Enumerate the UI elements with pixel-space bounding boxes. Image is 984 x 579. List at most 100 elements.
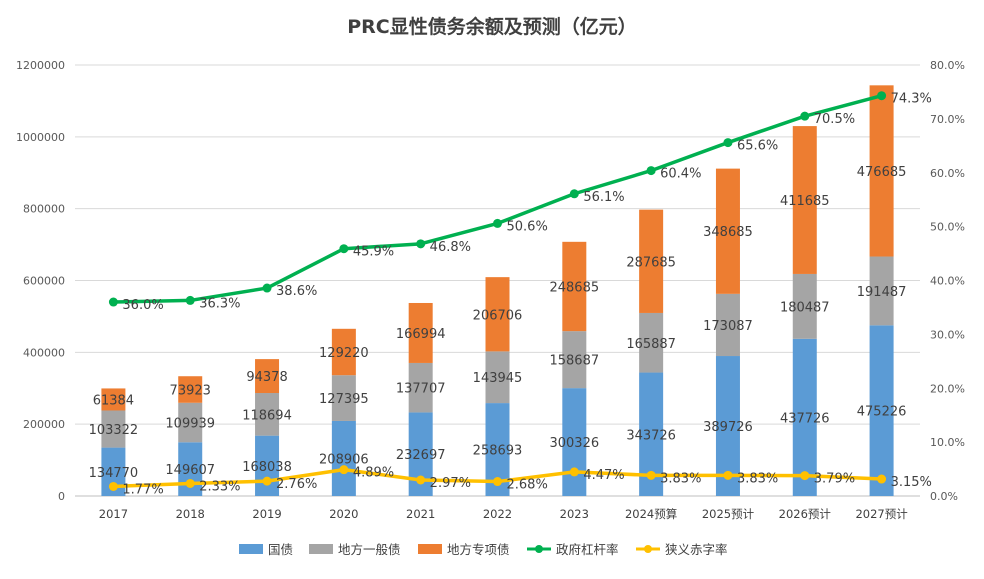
y-axis-left: 0 200000 400000 600000 800000 1000000 1200000 <box>16 59 65 503</box>
line-data-label: 50.6% <box>507 219 548 234</box>
bar-data-label: 118694 <box>242 408 292 423</box>
legend-marker <box>644 545 652 553</box>
bar-data-labels: 134770 103322 61384 149607 109939 73923 168038… <box>89 165 907 481</box>
bar-data-label: 137707 <box>396 382 446 397</box>
x-tick-label: 2022 <box>483 507 512 521</box>
line-point <box>646 166 656 176</box>
bar-data-label: 103322 <box>89 423 139 438</box>
line-point <box>569 189 579 199</box>
bar-data-label: 208906 <box>319 452 369 467</box>
line-data-label: 4.47% <box>583 468 624 483</box>
line-data-label: 74.3% <box>891 92 932 107</box>
y-left-tick-label: 600000 <box>23 275 65 288</box>
legend-marker <box>535 545 543 553</box>
y-right-tick-label: 80.0% <box>930 59 965 72</box>
line-data-label: 1.77% <box>122 482 163 497</box>
x-tick-label: 2017 <box>99 507 128 521</box>
line-data-label: 3.15% <box>891 475 932 490</box>
line-data-label: 36.0% <box>122 298 163 313</box>
line-data-label: 46.8% <box>430 240 471 255</box>
bar-segment <box>331 328 356 376</box>
line-point <box>493 477 502 487</box>
bar-segment <box>485 277 510 352</box>
bar-segment <box>101 388 126 411</box>
y-left-tick-label: 800000 <box>23 203 65 216</box>
line-data-label: 2.68% <box>507 478 548 493</box>
legend: 国债 地方一般债 地方专项债 政府杠杆率 狭义赤字率 <box>239 542 728 557</box>
line-data-label: 3.83% <box>660 471 701 486</box>
y-axis-right: 0.0% 10.0% 20.0% 30.0% 40.0% 50.0% 60.0% 70.0% 8… <box>930 59 965 503</box>
line-data-label: 3.79% <box>814 472 855 487</box>
line-point <box>262 476 272 486</box>
x-tick-label: 2027预计 <box>855 507 908 521</box>
bar-data-label: 300326 <box>549 436 599 451</box>
y-left-tick-label: 1200000 <box>16 59 65 72</box>
bar-data-label: 248685 <box>549 280 599 295</box>
bar-data-label: 287685 <box>626 255 676 270</box>
line-data-label: 2.76% <box>276 477 317 492</box>
y-right-tick-label: 40.0% <box>930 275 965 288</box>
bar-data-label: 180487 <box>780 300 830 315</box>
bar-data-label: 191487 <box>857 285 907 300</box>
bar-data-label: 158687 <box>549 354 599 369</box>
bar-segment <box>792 273 817 339</box>
bar-segment <box>485 351 510 404</box>
line-point <box>877 91 887 101</box>
legend-label: 狭义赤字率 <box>665 542 728 557</box>
line-data-label: 4.89% <box>353 466 394 481</box>
line-data-label: 65.6% <box>737 139 778 154</box>
bar-segment <box>792 338 817 496</box>
line-point <box>800 471 810 481</box>
bar-data-label: 475226 <box>857 405 907 420</box>
line-data-label: 2.33% <box>199 479 240 494</box>
y-left-tick-label: 200000 <box>23 418 65 431</box>
bar-data-label: 143945 <box>473 371 523 386</box>
line-point <box>569 467 579 477</box>
line-point <box>339 465 349 475</box>
bar-data-label: 411685 <box>780 194 830 209</box>
legend-swatch <box>239 544 263 554</box>
bar-segment <box>792 126 817 274</box>
bar-data-label: 476685 <box>857 165 907 180</box>
bar-data-label: 134770 <box>89 466 139 481</box>
bar-segment <box>715 293 740 357</box>
y-right-tick-label: 10.0% <box>930 436 965 449</box>
bar-data-label: 389726 <box>703 420 753 435</box>
line-point <box>646 470 656 480</box>
bar-segment <box>178 376 203 403</box>
line-data-label: 60.4% <box>660 167 701 182</box>
line-point <box>185 295 195 305</box>
bar-data-label: 129220 <box>319 346 369 361</box>
bar-data-label: 173087 <box>703 319 753 334</box>
line-series-path <box>113 94 883 304</box>
line-point <box>416 239 426 249</box>
bar-segment <box>562 241 587 332</box>
line-point <box>185 478 195 488</box>
line-point <box>723 138 733 148</box>
bar-data-label: 232697 <box>396 448 446 463</box>
y-right-tick-label: 30.0% <box>930 328 965 341</box>
line-point <box>800 111 810 121</box>
bar-data-label: 348685 <box>703 225 753 240</box>
line-data-label: 3.83% <box>737 471 778 486</box>
bar-data-label: 258693 <box>473 444 523 459</box>
bar-data-label: 109939 <box>165 417 215 432</box>
line-series <box>108 91 887 491</box>
bar-segment <box>408 302 433 363</box>
x-tick-label: 2023 <box>560 507 589 521</box>
x-tick-label: 2025预计 <box>702 507 755 521</box>
legend-label: 地方一般债 <box>338 542 401 557</box>
bar-segment <box>331 420 356 496</box>
line-data-label: 70.5% <box>814 112 855 127</box>
legend-label: 国债 <box>268 542 293 557</box>
line-point <box>339 244 349 254</box>
bar-series <box>101 85 894 496</box>
bar-segment <box>178 402 203 443</box>
line-data-label: 45.9% <box>353 245 394 260</box>
bar-segment <box>101 410 126 448</box>
line-point <box>877 474 887 484</box>
bar-data-label: 73923 <box>170 384 211 399</box>
bar-segment <box>255 393 280 436</box>
